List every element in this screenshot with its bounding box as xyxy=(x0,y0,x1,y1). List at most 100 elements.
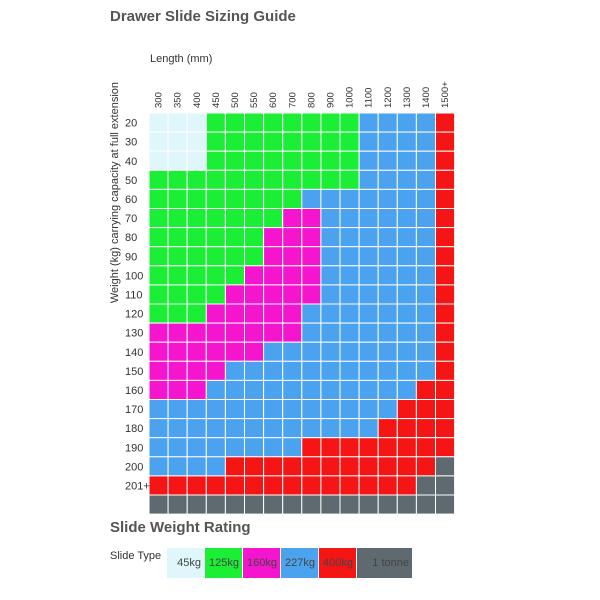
heatmap-cell xyxy=(435,150,456,171)
heatmap-cell xyxy=(167,322,188,343)
heatmap-cell xyxy=(377,494,398,515)
heatmap-cell xyxy=(435,131,456,152)
heatmap-cell xyxy=(396,131,417,152)
heatmap-cell xyxy=(244,418,265,439)
heatmap-cell xyxy=(339,188,360,209)
heatmap-cell xyxy=(148,341,169,362)
heatmap-cell xyxy=(263,437,284,458)
heatmap-cell xyxy=(396,227,417,248)
heatmap-cell xyxy=(263,208,284,229)
heatmap-cell xyxy=(358,150,379,171)
heatmap-cell xyxy=(377,227,398,248)
heatmap-cell xyxy=(415,399,436,420)
heatmap-cell xyxy=(320,418,341,439)
heatmap-cell xyxy=(301,227,322,248)
heatmap-cell xyxy=(244,399,265,420)
x-axis-label: Length (mm) xyxy=(150,53,213,65)
heatmap-cell xyxy=(224,265,245,286)
heatmap-cell xyxy=(167,475,188,496)
heatmap-cell xyxy=(244,475,265,496)
y-tick-label: 60 xyxy=(125,194,137,206)
heatmap-cell xyxy=(339,494,360,515)
heatmap-cell xyxy=(186,360,207,381)
heatmap-cell xyxy=(167,494,188,515)
heatmap-cell xyxy=(224,418,245,439)
heatmap-cell xyxy=(167,188,188,209)
heatmap-cell xyxy=(205,418,226,439)
heatmap-cell xyxy=(282,303,303,324)
legend-item: 160kg xyxy=(243,548,280,578)
heatmap-cell xyxy=(224,246,245,267)
heatmap-cell xyxy=(377,437,398,458)
heatmap-cell xyxy=(186,437,207,458)
heatmap-cell xyxy=(205,494,226,515)
heatmap-cell xyxy=(205,360,226,381)
heatmap-cell xyxy=(415,150,436,171)
heatmap-cell xyxy=(301,399,322,420)
heatmap-cell xyxy=(396,150,417,171)
x-tick-label: 350 xyxy=(173,92,184,108)
heatmap-cell xyxy=(415,494,436,515)
heatmap-cell xyxy=(263,360,284,381)
x-tick-label: 1500+ xyxy=(440,81,451,108)
heatmap-cell xyxy=(339,341,360,362)
heatmap-cell xyxy=(282,399,303,420)
heatmap-cell xyxy=(377,208,398,229)
heatmap-cell xyxy=(263,456,284,477)
heatmap-cell xyxy=(358,169,379,190)
heatmap-cell xyxy=(320,188,341,209)
heatmap-cell xyxy=(435,399,456,420)
heatmap-cell xyxy=(205,322,226,343)
heatmap-cell xyxy=(282,284,303,305)
heatmap-cell xyxy=(263,188,284,209)
heatmap-cell xyxy=(148,112,169,133)
heatmap-cell xyxy=(320,494,341,515)
heatmap-cell xyxy=(415,208,436,229)
heatmap-cell xyxy=(263,112,284,133)
heatmap-cell xyxy=(186,131,207,152)
x-tick-label: 1300 xyxy=(402,87,413,108)
heatmap-cell xyxy=(167,341,188,362)
heatmap-cell xyxy=(358,112,379,133)
heatmap-cell xyxy=(282,227,303,248)
heatmap-cell xyxy=(167,112,188,133)
heatmap-cell xyxy=(358,379,379,400)
heatmap-cell xyxy=(244,150,265,171)
heatmap-cell xyxy=(282,379,303,400)
heatmap-cell xyxy=(244,437,265,458)
heatmap-cell xyxy=(301,322,322,343)
heatmap-cell xyxy=(339,379,360,400)
heatmap-cell xyxy=(244,188,265,209)
heatmap-cell xyxy=(415,265,436,286)
heatmap-cell xyxy=(435,188,456,209)
heatmap-cell xyxy=(244,246,265,267)
heatmap-cell xyxy=(358,322,379,343)
y-tick-label: 160 xyxy=(125,385,143,397)
heatmap-cell xyxy=(244,265,265,286)
heatmap-cell xyxy=(320,341,341,362)
heatmap-cell xyxy=(167,437,188,458)
heatmap-cell xyxy=(320,456,341,477)
heatmap-cell xyxy=(301,379,322,400)
heatmap-cell xyxy=(339,227,360,248)
heatmap-cell xyxy=(186,208,207,229)
heatmap-cell xyxy=(148,303,169,324)
heatmap-cell xyxy=(148,360,169,381)
heatmap-cell xyxy=(339,284,360,305)
x-tick-label: 900 xyxy=(325,92,336,108)
heatmap-cell xyxy=(282,322,303,343)
heatmap-cell xyxy=(263,475,284,496)
heatmap-cell xyxy=(244,284,265,305)
heatmap-cell xyxy=(415,246,436,267)
heatmap-cell xyxy=(205,246,226,267)
heatmap-cell xyxy=(244,131,265,152)
heatmap-cell xyxy=(358,131,379,152)
heatmap-cell xyxy=(244,303,265,324)
heatmap-cell xyxy=(435,341,456,362)
heatmap-cell xyxy=(435,322,456,343)
heatmap-cell xyxy=(148,399,169,420)
heatmap-cell xyxy=(396,246,417,267)
heatmap-cell xyxy=(415,284,436,305)
heatmap-cell xyxy=(396,208,417,229)
heatmap-cell xyxy=(301,246,322,267)
